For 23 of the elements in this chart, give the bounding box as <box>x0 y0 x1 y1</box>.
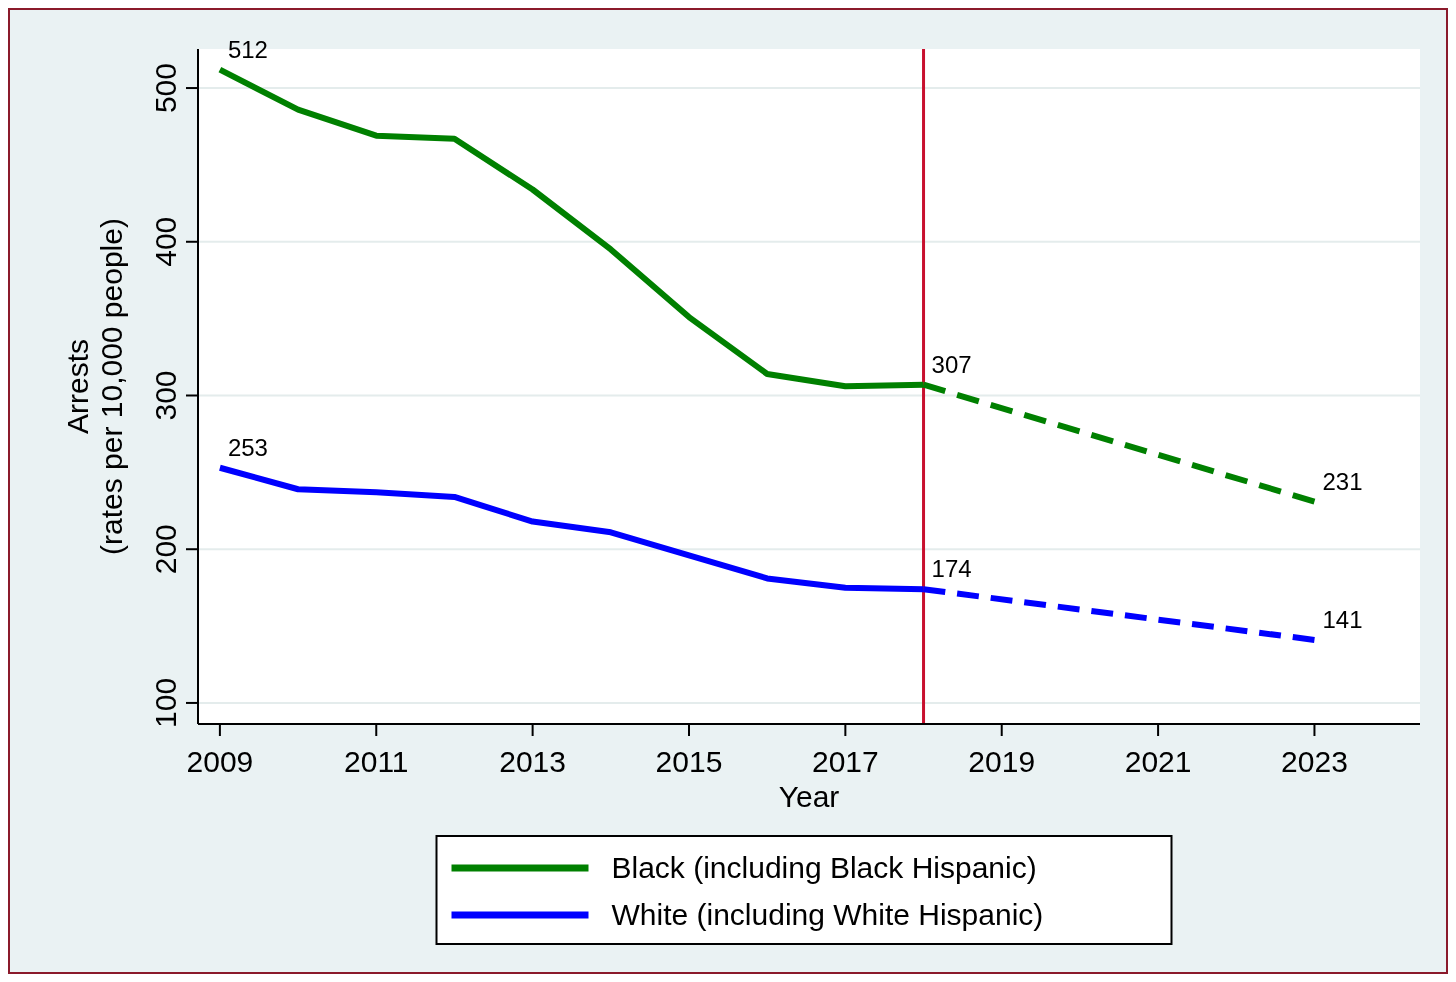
legend-label: Black (including Black Hispanic) <box>611 851 1037 884</box>
y-tick-label: 300 <box>149 370 182 421</box>
x-tick-label: 2023 <box>1281 745 1348 778</box>
data-label: 253 <box>227 433 268 461</box>
x-tick-label: 2019 <box>968 745 1036 778</box>
x-tick-label: 2011 <box>344 745 409 778</box>
data-label: 174 <box>931 555 972 583</box>
y-tick-label: 100 <box>149 677 182 728</box>
x-tick-label: 2021 <box>1124 745 1192 778</box>
x-axis-title: Year <box>778 780 840 813</box>
y-tick-label: 500 <box>149 63 182 114</box>
y-tick-label: 200 <box>149 524 182 575</box>
y-axis-title: Arrests (rates per 10,000 people) <box>61 218 128 555</box>
data-label: 512 <box>227 35 268 63</box>
data-label: 141 <box>1322 605 1363 633</box>
data-label: 307 <box>931 350 972 378</box>
legend-label: White (including White Hispanic) <box>611 898 1044 931</box>
x-tick-label: 2015 <box>655 745 723 778</box>
x-tick-label: 2013 <box>499 745 566 778</box>
data-label: 231 <box>1322 467 1363 495</box>
y-tick-label: 400 <box>149 216 182 267</box>
x-tick-label: 2017 <box>811 745 879 778</box>
x-tick-label: 2009 <box>186 745 254 778</box>
